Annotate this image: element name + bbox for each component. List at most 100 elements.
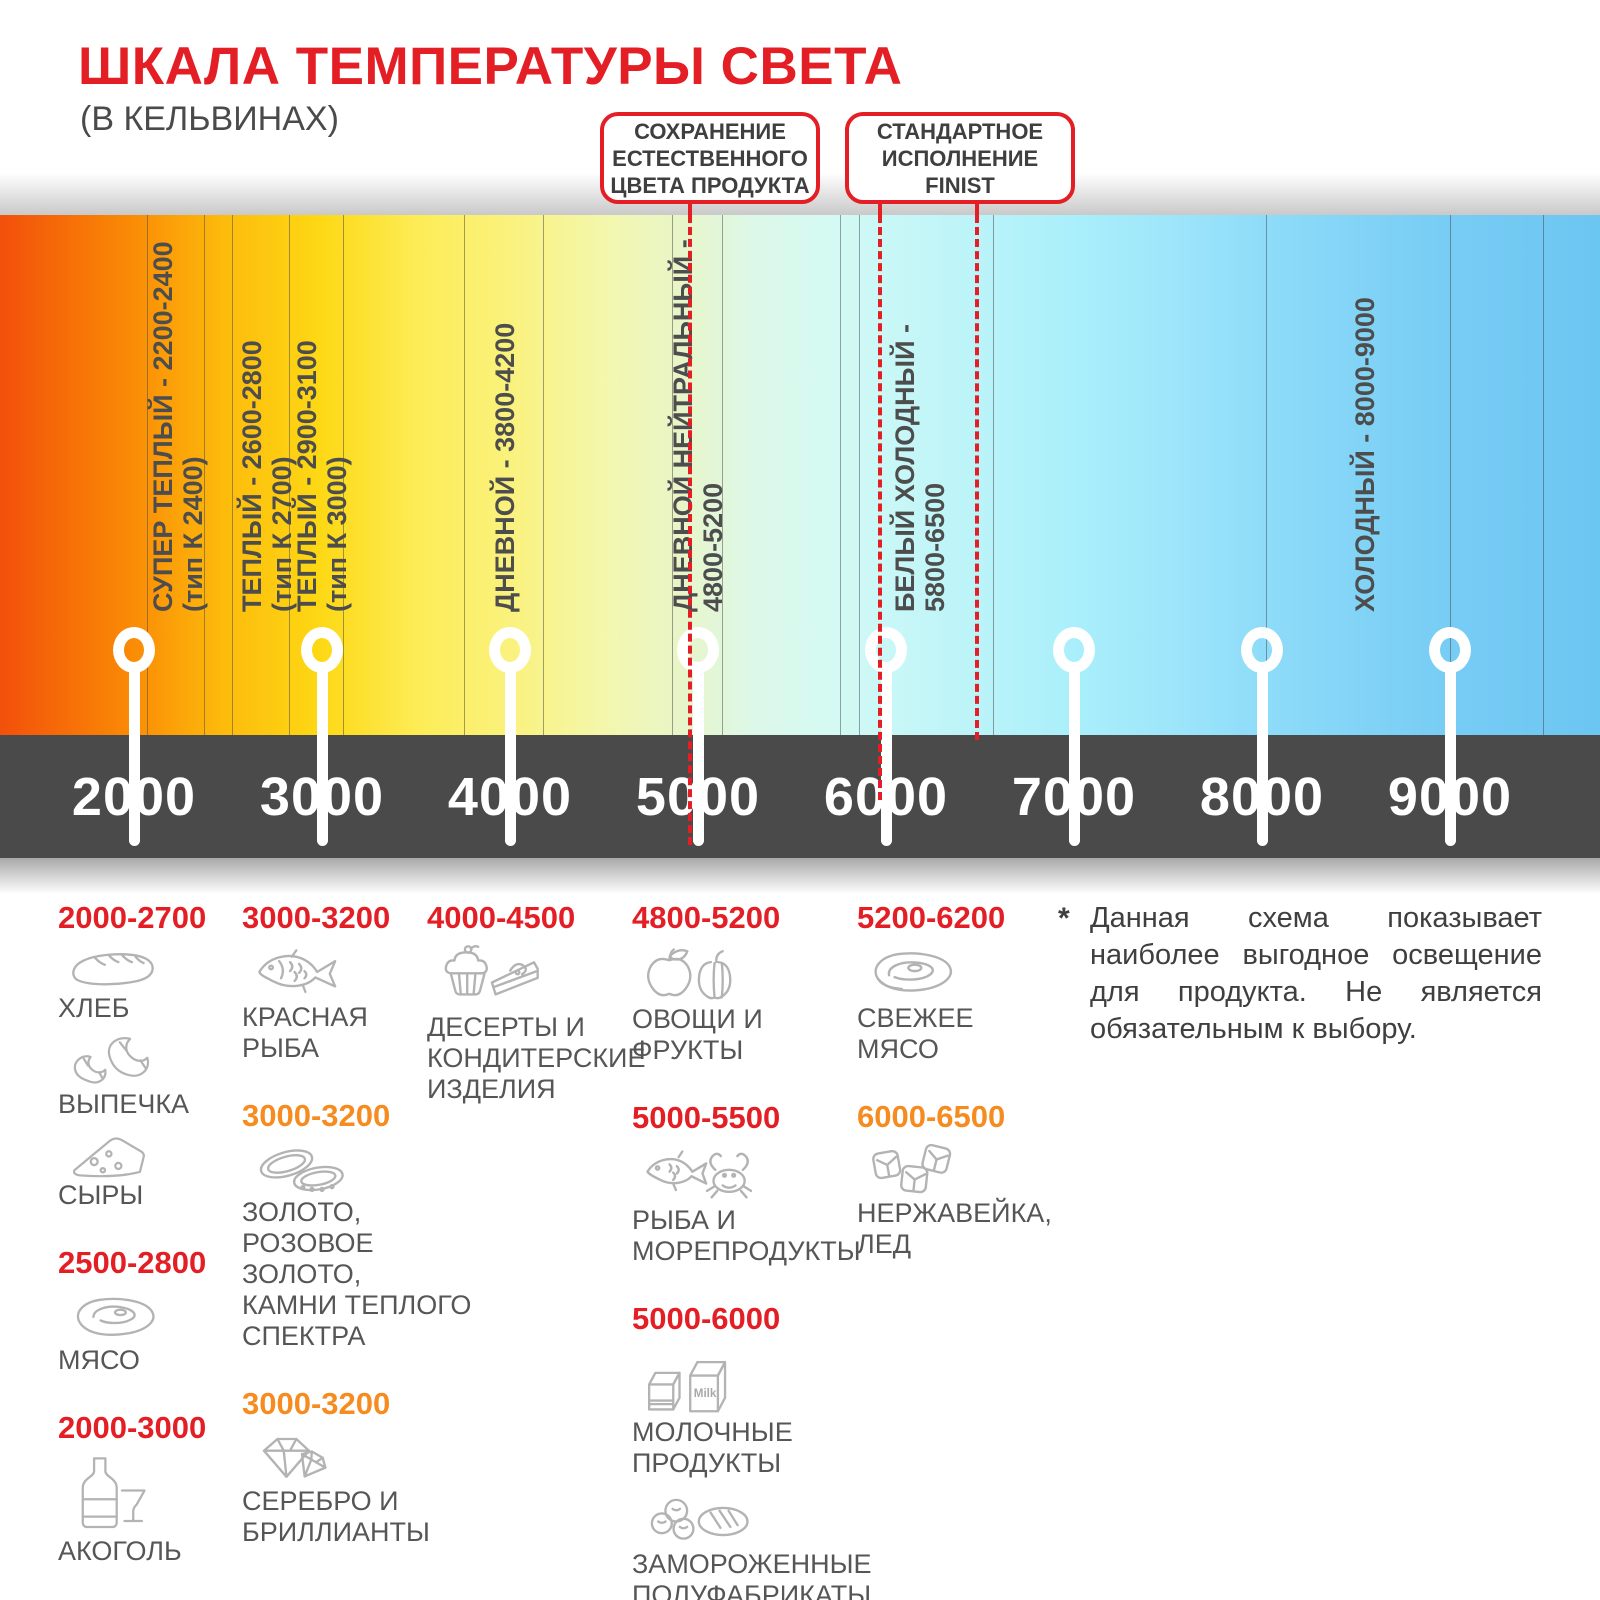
alcohol-icon <box>68 1454 238 1534</box>
gridline <box>289 215 290 735</box>
product-column-5: 5200-6200 СВЕЖЕЕ МЯСО 6000-6500 <box>857 900 1062 1260</box>
axis-tick-6000: 6000 <box>823 767 949 827</box>
bottom-shadow-strip <box>0 858 1600 894</box>
meat-icon <box>68 1289 238 1343</box>
callout-finist-standard: СТАНДАРТНОЕ ИСПОЛНЕНИЕ FINIST <box>845 112 1075 204</box>
diamonds-icon <box>252 1430 480 1484</box>
range-label: 6000-6500 <box>857 1099 1006 1134</box>
range-label: 2500-2800 <box>58 1245 207 1280</box>
dashed-line-6000 <box>878 215 882 800</box>
dashed-line-6500 <box>975 215 979 740</box>
marker-stem-7000 <box>1069 666 1080 846</box>
product-column-4: 4800-5200 ОВОЩИ И ФРУКТЫ 5000-5500 <box>632 900 932 1600</box>
scale-band-warm-3000: ТЕПЛЫЙ - 2900-3100 (тип К 3000) <box>292 340 352 612</box>
gridline <box>464 215 465 735</box>
product-item: АКОГОЛЬ <box>58 1454 238 1567</box>
product-label: РЫБА И МОРЕПРОДУКТЫ <box>632 1205 861 1266</box>
product-item: СЫРЫ <box>58 1128 238 1211</box>
range-label: 4800-5200 <box>632 900 781 935</box>
bread-icon <box>68 944 238 991</box>
gridline <box>204 215 205 735</box>
frozen-icon <box>642 1487 932 1547</box>
product-label: ХЛЕБ <box>58 993 130 1023</box>
scale-band-cold: ХОЛОДНЫЙ - 8000-9000 <box>1350 297 1380 612</box>
page-title: ШКАЛА ТЕМПЕРАТУРЫ СВЕТА <box>78 37 903 96</box>
scale-band-cold-white: БЕЛЫЙ ХОЛОДНЫЙ -5800-6500 <box>890 324 950 612</box>
product-label: ОВОЩИ И ФРУКТЫ <box>632 1004 763 1065</box>
scale-band-super-warm: СУПЕР ТЕПЛЫЙ - 2200-2400 (тип К 2400) <box>148 241 208 612</box>
gridline <box>840 215 841 735</box>
product-item: КРАСНАЯ РЫБА <box>242 944 480 1064</box>
gold-rings-icon <box>252 1142 480 1195</box>
milk-icon: Milk <box>642 1345 932 1415</box>
product-item: ЗОЛОТО, РОЗОВОЕ ЗОЛОТО, КАМНИ ТЕПЛОГО СП… <box>242 1142 480 1352</box>
product-label: ЗОЛОТО, РОЗОВОЕ ЗОЛОТО, КАМНИ ТЕПЛОГО СП… <box>242 1197 472 1351</box>
page-subtitle: (В КЕЛЬВИНАХ) <box>80 100 339 138</box>
product-label: НЕРЖАВЕЙКА, ЛЕД <box>857 1198 1052 1259</box>
axis-tick-4000: 4000 <box>447 767 573 827</box>
product-label: КРАСНАЯ РЫБА <box>242 1002 368 1063</box>
desserts-icon <box>437 944 642 1010</box>
product-item: НЕРЖАВЕЙКА, ЛЕД <box>857 1143 1062 1260</box>
product-column-3: 4000-4500 ДЕСЕРТЫ И КОНДИТЕРСКИЕ ИЗДЕЛИЯ <box>427 900 646 1105</box>
gridline <box>543 215 544 735</box>
marker-stem-4000 <box>505 666 516 846</box>
marker-stem-3000 <box>317 666 328 846</box>
gridline <box>1450 215 1451 735</box>
product-item: ХЛЕБ <box>58 944 238 1024</box>
gridline <box>232 215 233 735</box>
range-label: 2000-2700 <box>58 900 207 935</box>
footnote-text: Данная схема показывает наиболее выгодно… <box>1090 902 1542 1045</box>
marker-stem-2000 <box>129 666 140 846</box>
range-label: 5000-5500 <box>632 1100 781 1135</box>
gridline <box>1543 215 1544 735</box>
vegetables-fruits-icon <box>642 944 932 1002</box>
range-label: 3000-3200 <box>242 900 391 935</box>
svg-text:Milk: Milk <box>694 1387 717 1400</box>
product-label: МОЛОЧНЫЕ ПРОДУКТЫ <box>632 1417 793 1478</box>
marker-stem-6000 <box>881 666 892 846</box>
product-column-1: 2000-2700 ХЛЕБ ВЫПЕЧКА <box>58 900 238 1567</box>
product-label: ДЕСЕРТЫ И КОНДИТЕРСКИЕ ИЗДЕЛИЯ <box>427 1012 646 1104</box>
product-label: СЕРЕБРО И БРИЛЛИАНТЫ <box>242 1486 430 1547</box>
gridline <box>147 215 148 735</box>
marker-stem-8000 <box>1257 666 1268 846</box>
gridline <box>672 215 673 735</box>
callout-stem <box>878 196 882 218</box>
product-item: ДЕСЕРТЫ И КОНДИТЕРСКИЕ ИЗДЕЛИЯ <box>427 944 646 1105</box>
product-label: СЫРЫ <box>58 1180 144 1210</box>
dashed-line-5000 <box>688 215 692 845</box>
product-item: СВЕЖЕЕ МЯСО <box>857 944 1062 1065</box>
scale-band-warm-2700: ТЕПЛЫЙ - 2600-2800 (тип К 2700) <box>237 340 297 612</box>
product-label: СВЕЖЕЕ МЯСО <box>857 1003 974 1064</box>
product-item: РЫБА И МОРЕПРОДУКТЫ <box>632 1144 932 1267</box>
axis-tick-8000: 8000 <box>1199 767 1325 827</box>
gridline <box>859 215 860 735</box>
product-label: МЯСО <box>58 1345 140 1375</box>
product-item: МЯСО <box>58 1289 238 1376</box>
kelvin-axis-band <box>0 735 1600 858</box>
cheese-icon <box>68 1128 238 1178</box>
footnote-asterisk: * <box>1058 902 1070 935</box>
callout-stem <box>975 196 979 218</box>
marker-stem-5000 <box>693 666 704 846</box>
range-label: 3000-3200 <box>242 1098 391 1133</box>
axis-tick-2000: 2000 <box>71 767 197 827</box>
range-label: 4000-4500 <box>427 900 576 935</box>
gridline <box>343 215 344 735</box>
ice-icon <box>867 1143 1062 1196</box>
fresh-meat-icon <box>867 944 1062 1001</box>
product-item: ВЫПЕЧКА <box>58 1032 238 1120</box>
color-temperature-gradient <box>0 215 1600 735</box>
red-fish-icon <box>252 944 480 1000</box>
gridline <box>1266 215 1267 735</box>
marker-stem-9000 <box>1445 666 1456 846</box>
range-label: 5000-6000 <box>632 1301 781 1336</box>
axis-tick-3000: 3000 <box>259 767 385 827</box>
scale-band-daylight-neutral: ДНЕВНОЙ НЕЙТРАЛЬНЫЙ -4800-5200 <box>668 239 728 612</box>
croissant-icon <box>68 1032 238 1087</box>
callout-stem <box>688 196 692 218</box>
fish-seafood-icon <box>642 1144 932 1203</box>
product-item: СЕРЕБРО И БРИЛЛИАНТЫ <box>242 1430 480 1548</box>
